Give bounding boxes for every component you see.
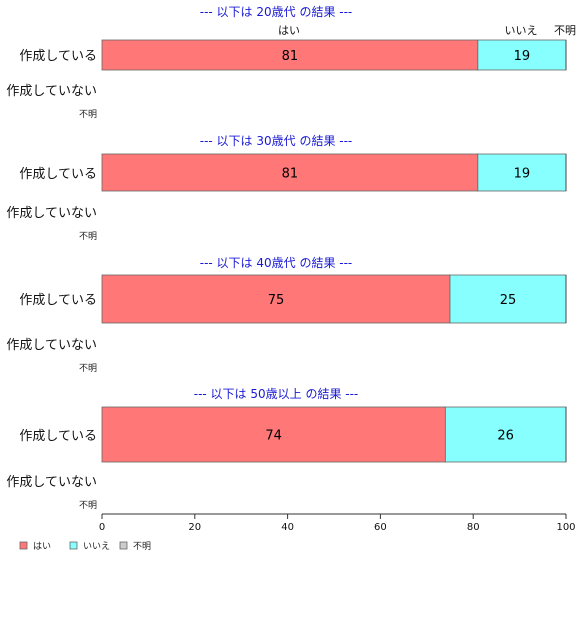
row-label: 作成していない (6, 206, 97, 221)
segment-top-label: 不明 (554, 24, 576, 37)
legend-swatch (119, 541, 128, 550)
panel-title: --- 以下は 20歳代 の結果 --- (200, 5, 353, 19)
x-tick-label: 100 (556, 522, 575, 533)
row-label: 作成している (19, 429, 97, 444)
x-tick-label: 60 (374, 522, 387, 533)
legend-swatch (69, 541, 78, 550)
data-label: 75 (268, 293, 285, 308)
panel-title: --- 以下は 50歳以上 の結果 --- (194, 387, 359, 401)
data-label: 19 (514, 167, 531, 182)
row-label: 作成している (19, 293, 97, 308)
bar-segment (101, 39, 479, 71)
bar-segment (449, 274, 567, 324)
bar-segment (477, 39, 567, 71)
segment-top-label: はい (278, 24, 300, 37)
data-label: 26 (497, 429, 514, 444)
legend-label: 不明 (133, 541, 151, 552)
x-tick-label: 40 (281, 522, 294, 533)
x-tick-label: 20 (188, 522, 201, 533)
x-tick-label: 80 (467, 522, 480, 533)
x-tick-label: 0 (99, 522, 105, 533)
row-label: 作成している (19, 49, 97, 64)
segment-top-label: いいえ (505, 24, 538, 37)
row-label-small: 不明 (79, 231, 97, 242)
data-label: 81 (282, 167, 299, 182)
legend-swatch (19, 541, 28, 550)
row-label: 作成していない (6, 475, 97, 490)
bar-segment (101, 406, 446, 463)
bar-segment (444, 406, 567, 463)
row-label-small: 不明 (79, 363, 97, 374)
row-label: 作成している (19, 167, 97, 182)
row-label: 作成していない (6, 84, 97, 99)
bar-segment (101, 153, 479, 192)
data-label: 74 (265, 429, 282, 444)
data-label: 81 (282, 49, 299, 64)
panel-title: --- 以下は 30歳代 の結果 --- (200, 134, 353, 148)
data-label: 25 (500, 293, 517, 308)
row-label-small: 不明 (79, 500, 97, 511)
panel-title: --- 以下は 40歳代 の結果 --- (200, 256, 353, 270)
legend-label: いいえ (83, 541, 110, 552)
legend-label: はい (33, 541, 51, 552)
row-label: 作成していない (6, 338, 97, 353)
data-label: 19 (514, 49, 531, 64)
row-label-small: 不明 (79, 109, 97, 120)
